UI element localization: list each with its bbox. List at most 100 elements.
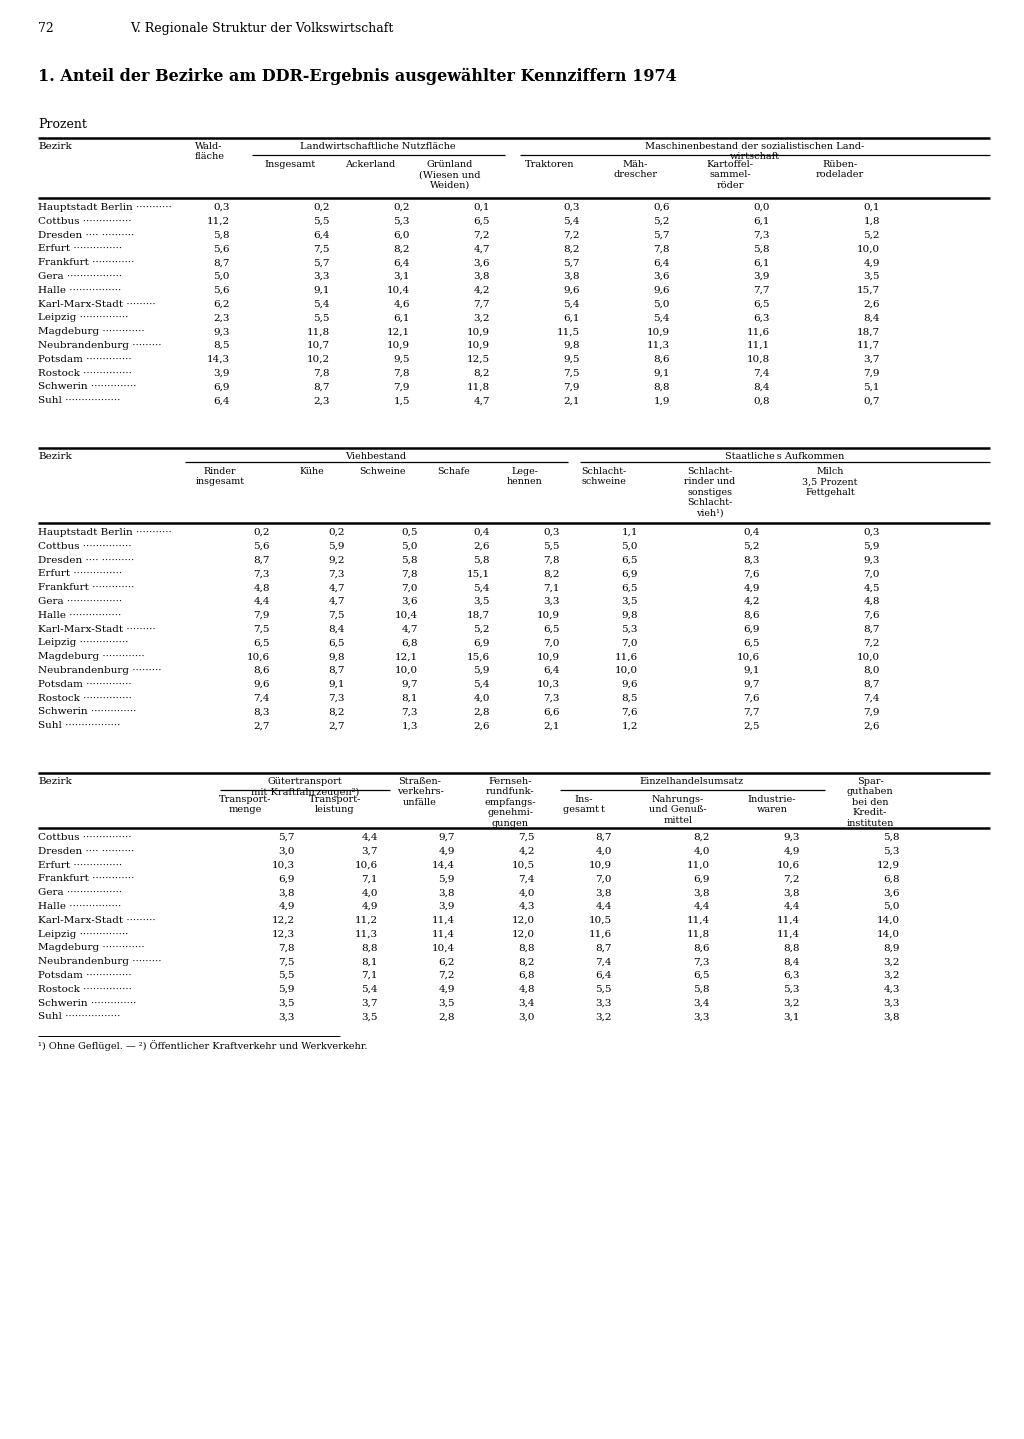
- Text: 7,0: 7,0: [622, 639, 638, 648]
- Text: 6,5: 6,5: [693, 971, 710, 980]
- Text: 6,9: 6,9: [213, 383, 230, 391]
- Text: 5,4: 5,4: [473, 679, 490, 689]
- Text: Gera ·················: Gera ·················: [38, 888, 122, 896]
- Text: 5,0: 5,0: [213, 272, 230, 281]
- Text: 6,5: 6,5: [622, 555, 638, 564]
- Text: 8,2: 8,2: [329, 708, 345, 717]
- Text: 0,2: 0,2: [313, 203, 330, 212]
- Text: 4,4: 4,4: [596, 902, 612, 911]
- Text: 8,6: 8,6: [743, 610, 760, 620]
- Text: 11,5: 11,5: [557, 327, 580, 337]
- Text: Neubrandenburg ·········: Neubrandenburg ·········: [38, 341, 162, 350]
- Text: 2,7: 2,7: [254, 721, 270, 730]
- Text: 6,4: 6,4: [213, 396, 230, 406]
- Text: 4,5: 4,5: [863, 583, 880, 593]
- Text: 10,8: 10,8: [746, 355, 770, 364]
- Text: 8,4: 8,4: [863, 314, 880, 322]
- Text: 8,6: 8,6: [693, 944, 710, 953]
- Text: 8,6: 8,6: [653, 355, 670, 364]
- Text: Leipzig ···············: Leipzig ···············: [38, 639, 128, 648]
- Text: 6,4: 6,4: [313, 230, 330, 240]
- Text: 9,7: 9,7: [743, 679, 760, 689]
- Text: Halle ················: Halle ················: [38, 902, 121, 911]
- Text: 9,2: 9,2: [329, 555, 345, 564]
- Text: 3,8: 3,8: [596, 888, 612, 896]
- Text: 14,0: 14,0: [877, 915, 900, 925]
- Text: 5,4: 5,4: [563, 217, 580, 226]
- Text: 5,7: 5,7: [563, 258, 580, 268]
- Text: 8,8: 8,8: [361, 944, 378, 953]
- Text: 3,0: 3,0: [518, 1013, 535, 1022]
- Text: 3,9: 3,9: [754, 272, 770, 281]
- Text: 7,6: 7,6: [622, 708, 638, 717]
- Text: 11,4: 11,4: [777, 930, 800, 938]
- Text: 5,8: 5,8: [213, 230, 230, 240]
- Text: 9,5: 9,5: [393, 355, 410, 364]
- Text: 11,1: 11,1: [746, 341, 770, 350]
- Text: 3,3: 3,3: [279, 1013, 295, 1022]
- Text: 8,7: 8,7: [213, 258, 230, 268]
- Text: 9,6: 9,6: [254, 679, 270, 689]
- Text: 4,4: 4,4: [254, 597, 270, 606]
- Text: 10,7: 10,7: [307, 341, 330, 350]
- Text: 5,8: 5,8: [884, 833, 900, 842]
- Text: 8,5: 8,5: [622, 694, 638, 702]
- Text: 5,8: 5,8: [473, 555, 490, 564]
- Text: 7,2: 7,2: [473, 230, 490, 240]
- Text: 10,0: 10,0: [857, 652, 880, 661]
- Text: 12,2: 12,2: [272, 915, 295, 925]
- Text: Spar-
guthaben
bei den
Kredit-
instituten: Spar- guthaben bei den Kredit- institute…: [846, 777, 894, 827]
- Text: Erfurt ···············: Erfurt ···············: [38, 245, 122, 253]
- Text: 2,8: 2,8: [438, 1013, 455, 1022]
- Text: 4,9: 4,9: [438, 846, 455, 856]
- Text: 6,1: 6,1: [563, 314, 580, 322]
- Text: 9,3: 9,3: [863, 555, 880, 564]
- Text: 3,0: 3,0: [279, 846, 295, 856]
- Text: 11,2: 11,2: [355, 915, 378, 925]
- Text: Insgesamt: Insgesamt: [264, 160, 315, 168]
- Text: Potsdam ··············: Potsdam ··············: [38, 679, 132, 689]
- Text: 2,6: 2,6: [863, 299, 880, 308]
- Text: 4,9: 4,9: [438, 984, 455, 994]
- Text: 0,8: 0,8: [754, 396, 770, 406]
- Text: 5,4: 5,4: [563, 299, 580, 308]
- Text: 2,6: 2,6: [863, 721, 880, 730]
- Text: 5,7: 5,7: [279, 833, 295, 842]
- Text: 11,6: 11,6: [746, 327, 770, 337]
- Text: 5,9: 5,9: [438, 875, 455, 884]
- Text: 3,5: 3,5: [863, 272, 880, 281]
- Text: 6,9: 6,9: [473, 639, 490, 648]
- Text: 7,6: 7,6: [743, 570, 760, 578]
- Text: 14,3: 14,3: [207, 355, 230, 364]
- Text: 5,6: 5,6: [213, 286, 230, 295]
- Text: 6,1: 6,1: [754, 217, 770, 226]
- Text: 10,0: 10,0: [857, 245, 880, 253]
- Text: 4,0: 4,0: [596, 846, 612, 856]
- Text: 4,9: 4,9: [783, 846, 800, 856]
- Text: Schwerin ··············: Schwerin ··············: [38, 383, 136, 391]
- Text: 5,2: 5,2: [743, 543, 760, 551]
- Text: V. Regionale Struktur der Volkswirtschaft: V. Regionale Struktur der Volkswirtschaf…: [130, 22, 393, 35]
- Text: 5,0: 5,0: [401, 543, 418, 551]
- Text: 72: 72: [38, 22, 53, 35]
- Text: 5,8: 5,8: [693, 984, 710, 994]
- Text: 8,1: 8,1: [401, 694, 418, 702]
- Text: 10,2: 10,2: [307, 355, 330, 364]
- Text: 9,8: 9,8: [329, 652, 345, 661]
- Text: 4,2: 4,2: [518, 846, 535, 856]
- Text: 9,8: 9,8: [622, 610, 638, 620]
- Text: 11,8: 11,8: [687, 930, 710, 938]
- Text: Magdeburg ·············: Magdeburg ·············: [38, 327, 144, 337]
- Text: Dresden ···· ··········: Dresden ···· ··········: [38, 230, 134, 240]
- Text: 7,9: 7,9: [863, 368, 880, 377]
- Text: 4,0: 4,0: [361, 888, 378, 896]
- Text: 10,9: 10,9: [537, 610, 560, 620]
- Text: 6,9: 6,9: [279, 875, 295, 884]
- Text: Landwirtschaftliche Nutzfläche: Landwirtschaftliche Nutzfläche: [300, 142, 456, 151]
- Text: 5,3: 5,3: [622, 625, 638, 633]
- Text: 6,5: 6,5: [544, 625, 560, 633]
- Text: 3,7: 3,7: [361, 999, 378, 1007]
- Text: Schwerin ··············: Schwerin ··············: [38, 999, 136, 1007]
- Text: ¹) Ohne Geflügel. — ²) Öffentlicher Kraftverkehr und Werkverkehr.: ¹) Ohne Geflügel. — ²) Öffentlicher Kraf…: [38, 1040, 368, 1050]
- Text: 5,8: 5,8: [754, 245, 770, 253]
